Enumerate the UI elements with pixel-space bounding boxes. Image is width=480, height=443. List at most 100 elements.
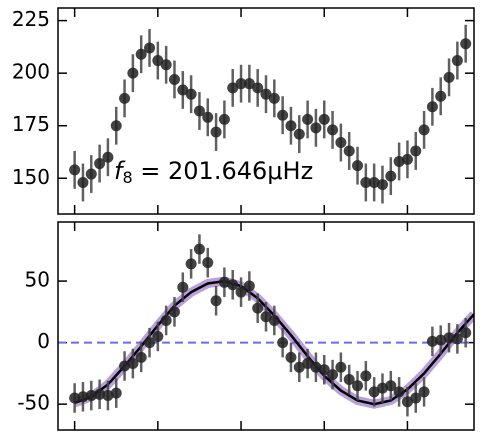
point <box>318 364 330 376</box>
point <box>210 126 222 138</box>
point <box>85 390 97 402</box>
point <box>235 78 247 90</box>
point <box>401 153 413 165</box>
point <box>352 160 364 172</box>
point <box>352 380 364 392</box>
point <box>393 155 405 167</box>
point <box>202 257 214 269</box>
point <box>376 179 388 191</box>
point <box>460 327 472 339</box>
point <box>127 67 139 79</box>
point <box>293 128 305 140</box>
y-tick-label: 225 <box>12 7 50 31</box>
point <box>410 145 422 157</box>
point <box>451 333 463 345</box>
point <box>385 380 397 392</box>
point <box>193 105 205 117</box>
point <box>451 55 463 67</box>
point <box>385 170 397 182</box>
point <box>152 55 164 67</box>
point <box>243 78 255 90</box>
point <box>426 101 438 113</box>
point <box>193 243 205 255</box>
point <box>393 386 405 398</box>
point <box>252 302 264 314</box>
point <box>218 276 230 288</box>
point <box>119 360 131 372</box>
point <box>94 158 106 170</box>
point <box>418 386 430 398</box>
point <box>335 137 347 149</box>
point <box>160 314 172 326</box>
point <box>260 88 272 100</box>
point <box>144 337 156 349</box>
point <box>410 392 422 404</box>
plot-frame <box>57 7 475 215</box>
annotation-subscript: 8 <box>122 168 132 187</box>
point <box>227 82 239 94</box>
point <box>94 388 106 400</box>
point <box>243 280 255 292</box>
point <box>185 258 197 270</box>
point <box>152 330 164 342</box>
point <box>443 332 455 344</box>
point <box>102 390 114 402</box>
point <box>135 351 147 363</box>
point <box>218 113 230 125</box>
point <box>168 73 180 85</box>
point <box>252 82 264 94</box>
point <box>277 337 289 349</box>
point <box>360 176 372 188</box>
point <box>401 396 413 408</box>
point <box>435 334 447 346</box>
point <box>69 392 81 404</box>
point <box>260 311 272 323</box>
y-tick-label: 150 <box>12 165 50 189</box>
point <box>85 168 97 180</box>
point <box>235 286 247 298</box>
point <box>268 314 280 326</box>
point <box>77 391 89 403</box>
point <box>368 176 380 188</box>
point <box>285 351 297 363</box>
point <box>293 361 305 373</box>
point <box>376 382 388 394</box>
point <box>302 358 314 370</box>
point <box>418 124 430 136</box>
point <box>202 111 214 123</box>
point <box>268 92 280 104</box>
point <box>426 335 438 347</box>
point <box>460 38 472 50</box>
annotation-text: = 201.646μHz <box>133 157 314 185</box>
point <box>285 120 297 132</box>
point <box>177 84 189 96</box>
point <box>144 42 156 54</box>
point <box>102 151 114 163</box>
y-tick-label: 50 <box>25 268 50 292</box>
point <box>302 113 314 125</box>
y-tick-label: 0 <box>37 329 50 353</box>
point <box>327 369 339 381</box>
point <box>310 122 322 134</box>
point <box>443 71 455 83</box>
plot-frame <box>57 221 475 431</box>
point <box>368 386 380 398</box>
point <box>343 145 355 157</box>
point <box>69 164 81 176</box>
point <box>210 295 222 307</box>
point <box>335 361 347 373</box>
point <box>310 361 322 373</box>
y-tick-label: 200 <box>12 60 50 84</box>
point <box>110 387 122 399</box>
point <box>343 374 355 386</box>
point <box>360 370 372 382</box>
point <box>177 281 189 293</box>
point <box>327 124 339 136</box>
point <box>318 113 330 125</box>
point <box>135 48 147 60</box>
point <box>168 306 180 318</box>
annotation: f8 = 201.646μHz <box>114 157 313 187</box>
point <box>435 90 447 102</box>
point <box>277 109 289 121</box>
